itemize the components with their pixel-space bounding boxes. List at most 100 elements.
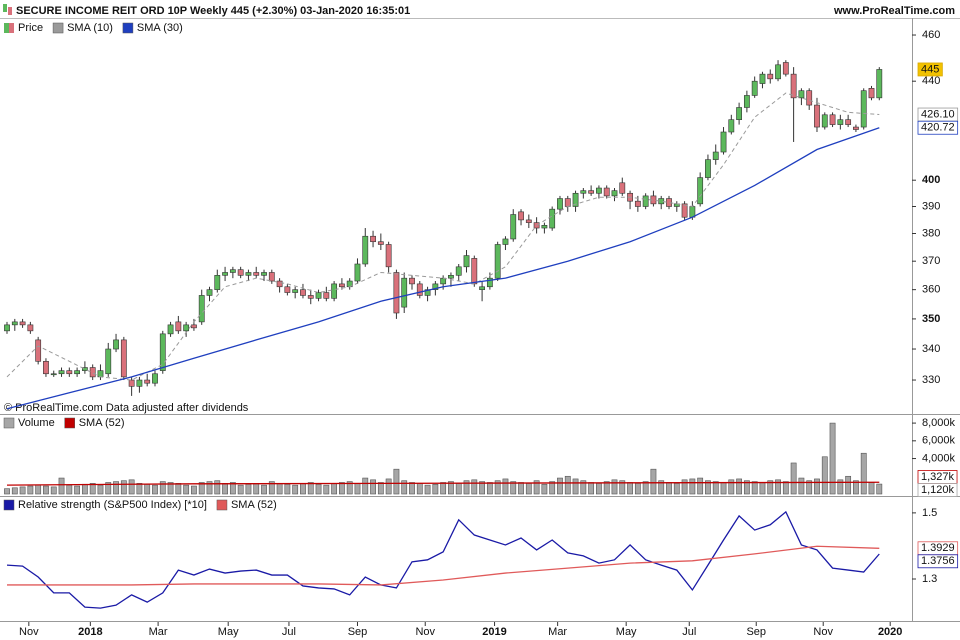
legend-swatch xyxy=(3,499,15,511)
x-tick-label: Mar xyxy=(548,626,567,638)
candle-body xyxy=(58,370,65,375)
volume-bar xyxy=(790,462,797,495)
candle-body xyxy=(821,114,828,128)
candle-body xyxy=(89,367,96,378)
plot-layer: 330 340 350 360 370 380 390 400 440 460 Price SMA (… xyxy=(3,22,959,638)
candle-body xyxy=(11,321,18,326)
volume-bar xyxy=(276,483,283,495)
y-tick-label: 8,000k xyxy=(922,417,956,429)
legend-label: SMA (52) xyxy=(231,499,277,511)
candle-body xyxy=(572,192,579,207)
volume-bar xyxy=(105,482,112,495)
volume-bar xyxy=(261,484,267,495)
candle-body xyxy=(845,119,852,125)
line-series xyxy=(6,510,880,609)
volume-bar xyxy=(167,482,174,495)
volume-bar xyxy=(58,477,65,495)
candle-body xyxy=(448,275,454,279)
line-series xyxy=(7,481,880,486)
volume-bar xyxy=(385,478,392,495)
volume-bar xyxy=(619,480,626,495)
x-tick-label: 2018 xyxy=(78,626,102,638)
candle-body xyxy=(261,272,267,276)
candle-body xyxy=(736,107,743,120)
x-tick-label: 2020 xyxy=(878,626,902,638)
volume-bar xyxy=(331,483,338,495)
volume-bar xyxy=(681,479,688,495)
candle-body xyxy=(105,348,112,375)
candle-body xyxy=(775,64,781,80)
volume-bar xyxy=(113,481,119,495)
volume-bar xyxy=(541,483,548,495)
legend-label: SMA (52) xyxy=(79,417,125,429)
candle-body xyxy=(564,198,571,207)
volume-bar xyxy=(159,481,166,495)
legend-swatch xyxy=(216,499,228,511)
volume-bar xyxy=(588,482,595,495)
volume-bar xyxy=(697,477,704,495)
candle-body xyxy=(829,114,836,125)
volume-bar xyxy=(455,483,462,495)
volume-bar xyxy=(245,483,252,495)
candle-body xyxy=(463,255,470,268)
candle-body xyxy=(409,277,415,285)
candle-body xyxy=(401,277,408,308)
candle-body xyxy=(681,203,688,218)
volume-bar xyxy=(214,480,221,495)
candle-body xyxy=(268,272,275,282)
candle-body xyxy=(549,208,556,229)
candle-body xyxy=(159,333,166,371)
candle-body xyxy=(860,90,867,128)
candle-body xyxy=(66,370,73,375)
volume-bar xyxy=(346,481,353,495)
line-series xyxy=(6,127,880,410)
volume-bar xyxy=(198,482,205,495)
last-value-label: 420.72 xyxy=(921,122,955,134)
y-tick-label: 370 xyxy=(922,255,940,267)
candle-body xyxy=(237,269,244,276)
volume-bar xyxy=(89,483,96,495)
volume-bar xyxy=(284,483,291,495)
legend-swatch xyxy=(9,23,14,33)
volume-bar xyxy=(494,480,501,495)
volume-bar xyxy=(743,480,750,495)
title-icon xyxy=(8,7,12,15)
volume-bar xyxy=(448,481,454,495)
candle-body xyxy=(4,324,10,332)
last-value-label: 1,327k xyxy=(921,471,955,483)
volume-bar xyxy=(564,475,571,495)
candle-body xyxy=(751,80,758,96)
volume-bar xyxy=(362,477,369,495)
last-value-label: 426.10 xyxy=(921,108,955,120)
candle-body xyxy=(144,379,151,384)
volume-bar xyxy=(120,480,127,495)
candle-body xyxy=(300,289,306,296)
volume-bar xyxy=(253,483,260,495)
last-value-box xyxy=(917,483,958,497)
candle-body xyxy=(229,269,236,273)
volume-bar xyxy=(409,482,415,495)
candle-body xyxy=(81,367,88,371)
volume-bar xyxy=(603,481,610,495)
volume-bar xyxy=(237,484,244,495)
candle-body xyxy=(370,235,376,243)
candle-body xyxy=(284,286,291,293)
x-tick-label: Mar xyxy=(149,626,168,638)
volume-bar xyxy=(549,481,556,495)
volume-bar xyxy=(440,482,447,495)
last-value-box xyxy=(917,554,959,569)
volume-bar xyxy=(650,468,657,495)
volume-bar xyxy=(510,481,517,495)
y-tick-label: 340 xyxy=(922,343,940,355)
candle-body xyxy=(377,241,384,245)
candle-body xyxy=(603,187,610,197)
volume-bar xyxy=(292,484,299,495)
line-series xyxy=(6,92,880,381)
x-tick-label: 2019 xyxy=(482,626,506,638)
candle-body xyxy=(611,190,618,197)
x-tick-label: Sep xyxy=(746,626,766,638)
x-tick-label: Nov xyxy=(813,626,833,638)
candle-body xyxy=(634,200,641,207)
volume-bar xyxy=(339,482,345,495)
volume-bar xyxy=(11,487,18,495)
